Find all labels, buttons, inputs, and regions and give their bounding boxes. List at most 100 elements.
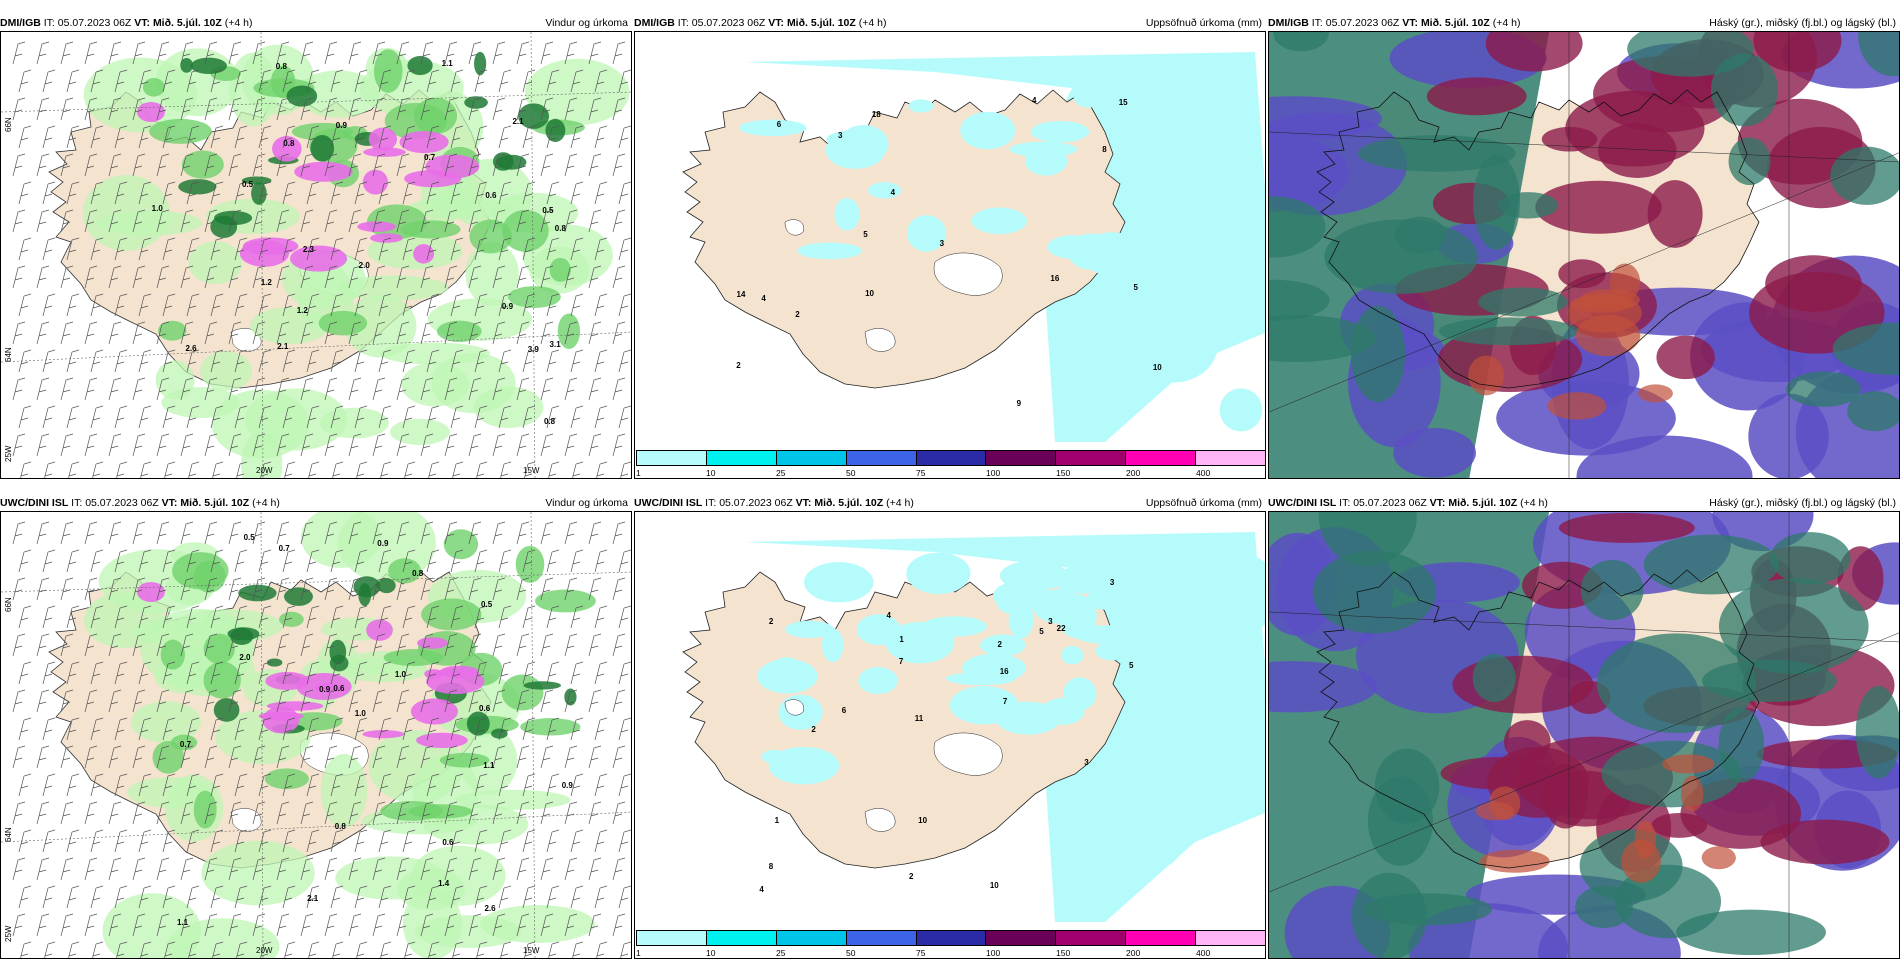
mid-cloud	[1269, 661, 1378, 713]
precip-value-label: 1.2	[260, 277, 272, 287]
precip-light	[480, 905, 596, 943]
precip-value-label: 3.1	[549, 339, 561, 349]
axis-label-lon_a: 20W	[256, 946, 273, 955]
mixed-cloud	[1566, 293, 1642, 333]
it-label: IT:	[43, 17, 55, 29]
accum-value-label: 2	[811, 724, 816, 734]
precip-mid	[152, 741, 185, 774]
precip-value-label: 0.5	[243, 533, 255, 543]
axis-label-lat_b: 64N	[4, 347, 13, 362]
precip-land	[960, 111, 1016, 150]
precip-mid	[149, 118, 212, 144]
precip-land	[868, 182, 901, 199]
vt-label: VT:	[161, 497, 178, 509]
map-area[interactable]: 3 14 6 5 9 8 2 10 16 15 10 4 4 5 2 4 3 18 1 10 25 50 75 100 150 2…	[634, 31, 1266, 479]
low-cloud	[1718, 707, 1765, 783]
precip-value-label: 0.9	[319, 685, 331, 695]
precip-intense	[239, 240, 290, 267]
accum-value-label: 11	[914, 714, 924, 724]
precip-intense	[262, 706, 300, 734]
colorbar-cell	[637, 931, 707, 945]
precip-intense	[439, 665, 479, 679]
precip-intense	[290, 245, 348, 272]
low-cloud	[1786, 371, 1861, 407]
accum-value-label: 3	[1084, 758, 1089, 768]
model-name: UWC/DINI ISL	[0, 497, 69, 509]
precip-land	[1095, 641, 1127, 661]
precip-value-label: 0.9	[561, 781, 573, 791]
accum-value-label: 10	[918, 816, 928, 826]
precip-heavy	[286, 85, 318, 107]
precip-mid	[439, 752, 490, 768]
precip-sea	[1103, 316, 1150, 358]
map-panel-6: UWC/DINI ISL IT: 05.07.2023 06Z VT: Mið.…	[1268, 495, 1900, 959]
precip-value-label: 0.7	[278, 543, 290, 553]
accum-value-label: 6	[841, 705, 847, 715]
mixed-cloud	[1701, 846, 1736, 870]
precip-sea	[1214, 697, 1265, 751]
colorbar-tick: 10	[706, 468, 716, 478]
accum-value-label: 3	[1048, 616, 1053, 626]
precip-land	[1061, 645, 1084, 665]
accum-value-label: 3	[838, 131, 843, 141]
colorbar-tick: 150	[1056, 468, 1071, 478]
map-area[interactable]: 0.8 0.5 0.7 0.8 2.3 3.1 1.2 1.1 3.9 2.1 0.5 0.9 0.6 2…	[0, 31, 632, 479]
precip-light	[131, 701, 202, 743]
map-area[interactable]	[1268, 31, 1900, 479]
precip-value-label: 2.0	[358, 261, 370, 271]
precip-value-label: 0.7	[179, 739, 192, 749]
precip-value-label: 0.8	[543, 416, 556, 426]
accum-value-label: 6	[776, 120, 782, 130]
colorbar-cell	[986, 451, 1057, 465]
precip-value-label: 0.6	[479, 703, 491, 713]
mixed-cloud	[1680, 775, 1704, 812]
map-area[interactable]	[1268, 511, 1900, 959]
accum-value-label: 8	[1102, 145, 1107, 155]
precip-value-label: 3.9	[527, 344, 539, 354]
high-cloud	[1558, 512, 1695, 543]
precip-intense	[296, 673, 352, 701]
panel-variable: Uppsöfnuð úrkoma (mm)	[1145, 497, 1262, 509]
precip-heavy	[407, 56, 433, 76]
precip-value-label: 0.9	[377, 538, 389, 548]
low-cloud	[1728, 137, 1771, 186]
panel-title: DMI/IGB IT: 05.07.2023 06Z VT: Mið. 5.jú…	[634, 15, 1266, 31]
valid-time: Mið. 5.júl. 10Z	[180, 497, 250, 509]
precip-land	[834, 198, 860, 231]
model-name: DMI/IGB	[0, 17, 41, 29]
accum-value-label: 16	[1050, 274, 1060, 284]
precip-mid	[508, 286, 561, 308]
precip-intense	[265, 671, 310, 691]
colorbar: 1 10 25 50 75 100 150 200 400	[635, 448, 1265, 478]
precip-land	[856, 614, 901, 646]
accum-value-label: 1	[774, 815, 780, 825]
lead-time: (+4 h)	[224, 17, 253, 29]
precip-sea	[1180, 198, 1221, 278]
precip-value-label: 0.6	[442, 838, 454, 848]
high-cloud	[1647, 180, 1703, 248]
map-area[interactable]: 10 7 5 3 8 2 5 1 2 10 22 7 4 11 16 3 2 1 2 4 6 3 1 10 25 50 75 100 1…	[634, 511, 1266, 959]
precip-intense	[363, 147, 406, 157]
accum-value-label: 22	[1056, 624, 1066, 634]
precip-land	[1057, 594, 1097, 639]
map-panel-3: DMI/IGB IT: 05.07.2023 06Z VT: Mið. 5.jú…	[1268, 15, 1900, 479]
map-area[interactable]: 0.8 0.7 1.0 0.9 0.6 0.6 1.1 2.6 2.0 2.1 1.4 0.9 0.5 1…	[0, 511, 632, 959]
axis-label-lat_a: 66N	[4, 597, 13, 612]
precip-light	[127, 777, 215, 808]
high-cloud	[1753, 32, 1842, 73]
colorbar-cell	[1056, 451, 1127, 465]
mixed-cloud	[1547, 392, 1607, 420]
mixed-cloud	[1479, 849, 1550, 873]
precip-land	[979, 634, 1026, 657]
low-cloud	[1643, 534, 1779, 595]
precip-mid	[549, 257, 571, 282]
accum-value-label: 2	[909, 872, 914, 882]
precip-intense	[362, 169, 389, 195]
low-cloud	[1438, 317, 1580, 346]
precip-heavy	[523, 681, 562, 690]
colorbar-cell	[637, 451, 707, 465]
vt-label: VT:	[768, 17, 785, 29]
precip-land	[906, 215, 947, 252]
precip-light	[344, 295, 417, 358]
precip-land	[738, 119, 807, 137]
